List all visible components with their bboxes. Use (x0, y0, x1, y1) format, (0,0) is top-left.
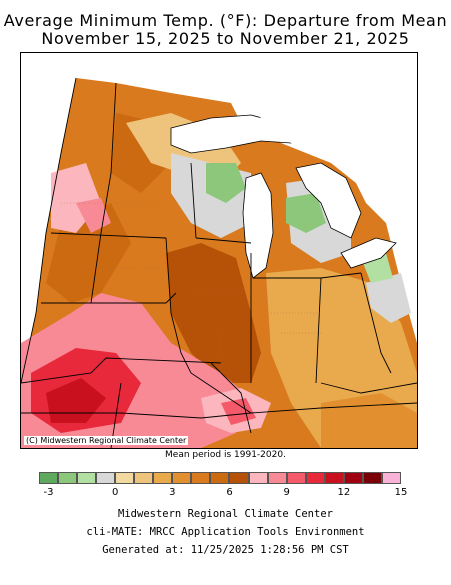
footer-generated: Generated at: 11/25/2025 1:28:56 PM CST (102, 544, 349, 556)
legend-label: 15 (394, 487, 408, 498)
legend-label: 12 (337, 487, 351, 498)
legend-swatch (210, 472, 230, 484)
canada-region (141, 53, 417, 233)
map-title-line1: Average Minimum Temp. (°F): Departure fr… (3, 11, 448, 30)
legend-swatch (96, 472, 116, 484)
legend-swatch (39, 472, 59, 484)
legend-swatch (153, 472, 173, 484)
lake-huron (295, 162, 362, 239)
map-title-line2: November 15, 2025 to November 21, 2025 (41, 29, 410, 48)
legend-swatch (58, 472, 78, 484)
legend-swatch (172, 472, 192, 484)
legend-swatch (305, 472, 325, 484)
legend-swatch (191, 472, 211, 484)
legend-swatch (115, 472, 135, 484)
map-copyright: (C) Midwestern Regional Climate Center (24, 436, 189, 445)
mean-period-note: Mean period is 1991-2020. (165, 450, 286, 460)
legend-swatch (381, 472, 401, 484)
map-canvas (21, 53, 417, 448)
legend-swatch (134, 472, 154, 484)
footer-organization: Midwestern Regional Climate Center (118, 508, 333, 520)
legend-swatch (229, 472, 249, 484)
legend-label: 9 (283, 487, 290, 498)
legend-label: -3 (43, 487, 54, 498)
legend-swatch (324, 472, 344, 484)
legend-swatch (267, 472, 287, 484)
legend-swatch (286, 472, 306, 484)
color-legend (39, 472, 401, 484)
lake-erie (340, 237, 397, 269)
legend-labels: -30369121518 (0, 487, 451, 499)
temperature-departure-map (20, 52, 418, 449)
lake-michigan (242, 172, 274, 279)
brown-band (166, 243, 261, 383)
legend-swatch (77, 472, 97, 484)
legend-swatch (248, 472, 268, 484)
legend-label: 6 (226, 487, 233, 498)
legend-swatch (362, 472, 382, 484)
legend-swatch (343, 472, 363, 484)
footer-tool: cli-MATE: MRCC Application Tools Environ… (86, 526, 365, 538)
green-area-upper-mi (206, 163, 246, 203)
legend-label: 0 (112, 487, 119, 498)
legend-label: 3 (169, 487, 176, 498)
